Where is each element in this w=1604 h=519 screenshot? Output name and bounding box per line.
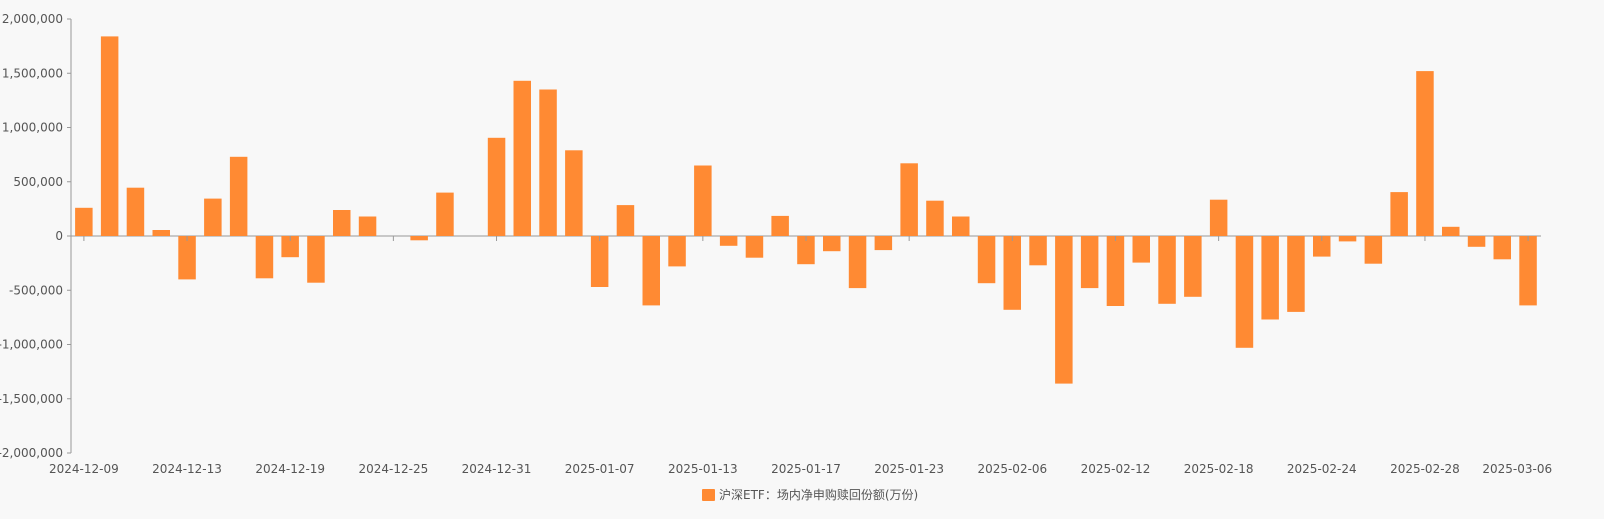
bar[interactable]: [745, 236, 764, 258]
bar[interactable]: [1158, 236, 1176, 304]
bar[interactable]: [1338, 236, 1357, 242]
bar[interactable]: [1364, 236, 1383, 264]
bar[interactable]: [1003, 236, 1022, 310]
x-tick-label: 2025-02-06: [977, 462, 1047, 476]
bar[interactable]: [178, 236, 196, 280]
x-tick-label: 2025-02-28: [1390, 462, 1460, 476]
bar[interactable]: [1184, 236, 1202, 297]
bar[interactable]: [539, 89, 557, 237]
bar[interactable]: [152, 230, 171, 236]
bar[interactable]: [410, 236, 428, 241]
x-tick-label: 2025-01-23: [874, 462, 944, 476]
bar[interactable]: [797, 236, 815, 265]
bar[interactable]: [1261, 236, 1279, 320]
bar[interactable]: [874, 236, 893, 251]
bar[interactable]: [1416, 71, 1434, 236]
legend[interactable]: 沪深ETF：场内净申购赎回份额(万份): [702, 487, 918, 502]
y-tick-label: 2,000,000: [2, 12, 63, 26]
bar[interactable]: [513, 80, 532, 236]
bar[interactable]: [204, 198, 222, 236]
bar[interactable]: [926, 200, 944, 236]
x-tick-label: 2024-12-25: [358, 462, 428, 476]
y-tick-label: -500,000: [9, 283, 63, 297]
bar[interactable]: [229, 156, 248, 236]
x-tick-label: 2024-12-09: [49, 462, 119, 476]
y-axis-ticks: 2,000,000 1,500,000 1,000,000 500,000 0 -500,…: [0, 12, 71, 460]
bar[interactable]: [1080, 236, 1099, 289]
y-tick-label: 1,000,000: [2, 121, 63, 135]
bar[interactable]: [333, 210, 351, 236]
y-tick-label: -2,000,000: [0, 446, 63, 460]
bar[interactable]: [719, 236, 738, 246]
x-tick-label: 2024-12-13: [152, 462, 222, 476]
y-tick-label: 1,500,000: [2, 66, 63, 80]
bar[interactable]: [487, 137, 506, 236]
bar[interactable]: [126, 187, 145, 236]
x-tick-label: 2024-12-19: [255, 462, 325, 476]
bars: [75, 36, 1537, 384]
bar[interactable]: [823, 236, 841, 252]
x-tick-label: 2025-02-12: [1081, 462, 1151, 476]
x-tick-label: 2024-12-31: [462, 462, 532, 476]
x-tick-label: 2025-03-06: [1482, 462, 1552, 476]
bar[interactable]: [1132, 236, 1151, 263]
bar[interactable]: [616, 205, 635, 236]
bar[interactable]: [1493, 236, 1512, 260]
bar[interactable]: [565, 150, 583, 236]
bar[interactable]: [255, 236, 274, 279]
x-tick-label: 2025-02-24: [1287, 462, 1357, 476]
bar[interactable]: [1467, 236, 1486, 247]
bar[interactable]: [307, 236, 325, 283]
bar[interactable]: [952, 216, 970, 237]
bar[interactable]: [668, 236, 686, 267]
bar[interactable]: [75, 207, 93, 236]
bar[interactable]: [1390, 192, 1408, 236]
bar[interactable]: [1235, 236, 1254, 348]
y-tick-label: -1,000,000: [0, 338, 63, 352]
bar[interactable]: [1029, 236, 1047, 266]
bar[interactable]: [590, 236, 609, 287]
bar[interactable]: [977, 236, 996, 284]
x-tick-label: 2025-02-18: [1184, 462, 1254, 476]
bar[interactable]: [1055, 236, 1073, 384]
y-tick-label: -1,500,000: [0, 392, 63, 406]
bar[interactable]: [642, 236, 661, 306]
bar[interactable]: [1106, 236, 1125, 306]
bar[interactable]: [1442, 226, 1460, 236]
bar[interactable]: [1313, 236, 1331, 257]
x-tick-label: 2025-01-07: [565, 462, 635, 476]
legend-label: 沪深ETF：场内净申购赎回份额(万份): [719, 487, 918, 502]
bar[interactable]: [771, 215, 789, 236]
legend-swatch: [702, 489, 715, 501]
bar[interactable]: [848, 236, 867, 289]
bar[interactable]: [1519, 236, 1537, 306]
bar[interactable]: [1209, 199, 1228, 236]
bar[interactable]: [100, 36, 119, 237]
bar[interactable]: [358, 216, 377, 237]
x-tick-label: 2025-01-13: [668, 462, 738, 476]
x-tick-label: 2025-01-17: [771, 462, 841, 476]
bar[interactable]: [1287, 236, 1305, 312]
bar[interactable]: [900, 163, 918, 236]
bar[interactable]: [436, 192, 454, 236]
x-axis-ticks: 2024-12-09 2024-12-13 2024-12-19 2024-12-25…: [49, 236, 1552, 476]
y-tick-label: 0: [55, 229, 63, 243]
y-tick-label: 500,000: [13, 175, 63, 189]
bar[interactable]: [281, 236, 299, 258]
bar[interactable]: [694, 165, 712, 237]
